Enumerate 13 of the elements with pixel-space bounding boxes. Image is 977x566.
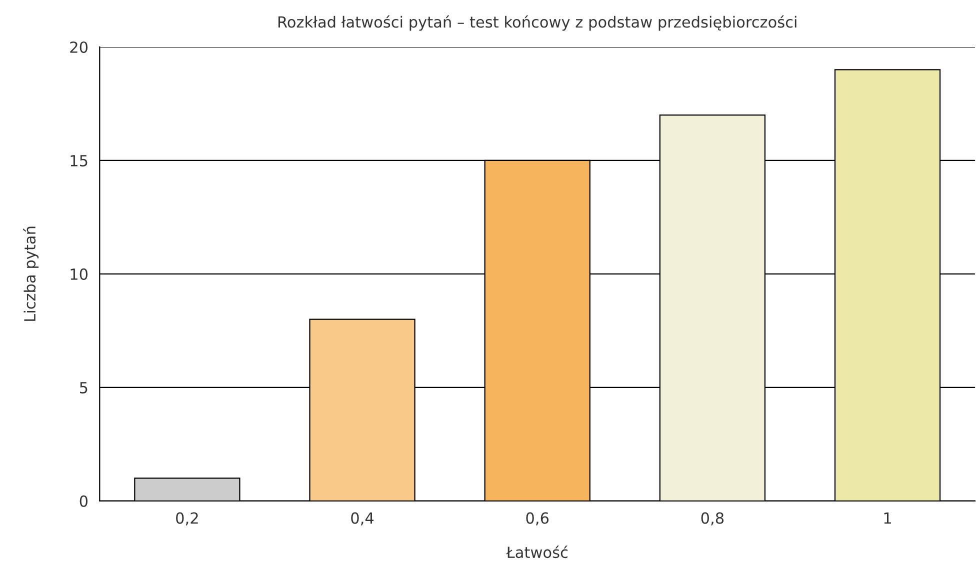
y-tick-label: 0 (80, 495, 88, 507)
y-tick-label: 15 (70, 155, 88, 166)
x-tick-label: 0,2 (176, 512, 198, 526)
y-tick-label: 5 (80, 382, 88, 394)
x-tick-label: 1 (884, 512, 891, 524)
y-axis-title: Liczba pytań (23, 226, 39, 321)
y-tick-label: 20 (70, 41, 88, 53)
x-axis-title: Łatwość (506, 546, 568, 558)
x-tick-label: 0,8 (701, 512, 724, 526)
y-tick-label: 10 (70, 268, 88, 280)
x-tick-label: 0,6 (526, 512, 549, 526)
x-tick-label: 0,4 (351, 512, 374, 526)
chart-title: Rozkład łatwości pytań – test końcowy z podstaw przedsiębiorczości (278, 15, 796, 31)
